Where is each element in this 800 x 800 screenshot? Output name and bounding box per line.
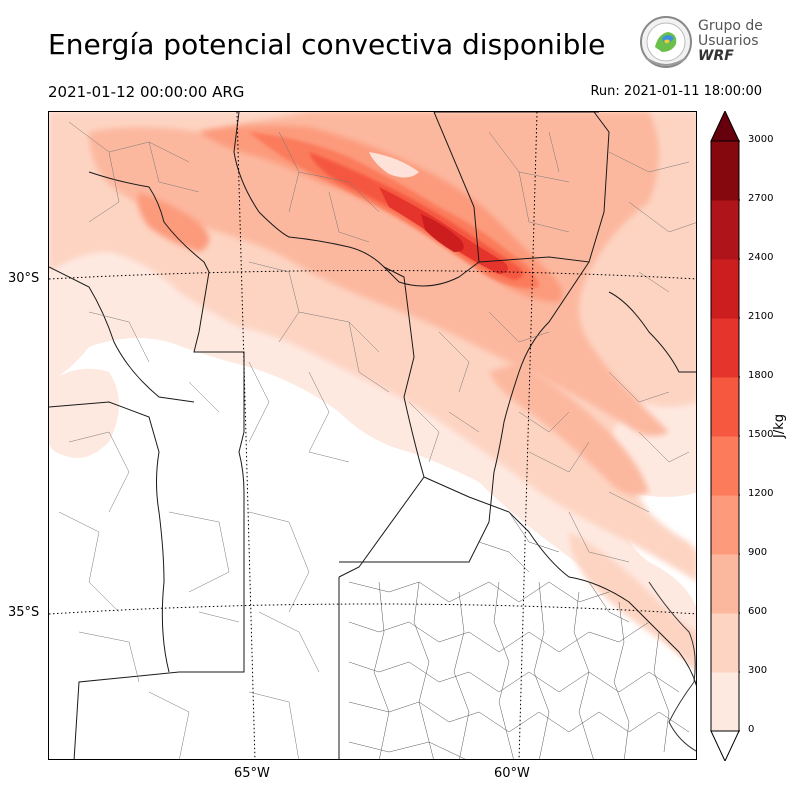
colorbar-tick-label: 0 — [748, 724, 755, 735]
colorbar-bin-4 — [711, 436, 739, 496]
meridian-60w — [518, 112, 538, 759]
meridian-65w — [236, 112, 256, 759]
colorbar-bin-1 — [711, 613, 739, 673]
cape-level-2 — [89, 112, 669, 436]
logo-text-line1: Grupo de — [698, 18, 763, 34]
colorbar-bin-8 — [711, 200, 739, 260]
colorbar-bin-0 — [711, 672, 739, 732]
logo-emblem-icon — [640, 16, 692, 68]
colorbar-tick-label: 2700 — [748, 193, 774, 204]
grupo-usuarios-wrf-logo: Grupo de Usuarios WRF — [638, 14, 788, 74]
colorbar — [710, 109, 740, 765]
colorbar-tick-label: 1500 — [748, 429, 774, 440]
parallel-35s — [49, 603, 696, 615]
colorbar-bin-3 — [711, 495, 739, 555]
logo-text-line2: Usuarios — [698, 33, 759, 49]
cape-map — [48, 111, 697, 760]
cape-level-2b — [489, 362, 649, 496]
coastline — [648, 581, 696, 752]
colorbar-tick-label: 1200 — [748, 488, 774, 499]
cape-level-1-coast — [569, 532, 696, 670]
lat-label-30s: 30°S — [8, 271, 40, 286]
cape-level-0b — [49, 368, 119, 458]
cape-level-3b — [137, 192, 209, 252]
province-borders — [49, 112, 696, 759]
colorbar-tick-label: 1800 — [748, 370, 774, 381]
colorbar-tick-label: 300 — [748, 665, 768, 676]
colorbar-unit-label: J/kg — [772, 414, 787, 438]
colorbar-tick-label: 600 — [748, 606, 768, 617]
cape-white-gap — [369, 152, 419, 178]
colorbar-bin-6 — [711, 318, 739, 378]
department-borders — [58, 121, 696, 759]
colorbar-tick-label: 2400 — [748, 252, 774, 263]
colorbar-tick-label: 2100 — [748, 311, 774, 322]
colorbar-extend-min — [710, 730, 740, 763]
colorbar-bin-2 — [711, 554, 739, 614]
colorbar-extend-max — [710, 109, 740, 142]
colorbar-tick-label: 900 — [748, 547, 768, 558]
cape-level-7 — [421, 214, 464, 252]
map-title: Energía potencial convectiva disponible — [48, 28, 606, 61]
lat-label-35s: 35°S — [8, 605, 40, 620]
valid-time: 2021-01-12 00:00:00 ARG — [48, 83, 245, 101]
colorbar-bin-9 — [711, 141, 739, 201]
lon-label-65w: 65°W — [234, 766, 270, 781]
logo-text-wrf: WRF — [698, 48, 734, 64]
cape-field — [49, 112, 696, 671]
graticule — [49, 112, 696, 759]
lon-label-60w: 60°W — [494, 766, 530, 781]
map-canvas — [49, 112, 696, 759]
colorbar-bin-7 — [711, 259, 739, 319]
run-time: Run: 2021-01-11 18:00:00 — [590, 84, 762, 99]
colorbar-tick-label: 3000 — [748, 134, 774, 145]
colorbar-graphic — [710, 109, 740, 763]
colorbar-bin-5 — [711, 377, 739, 437]
buenos-aires-partidos — [348, 511, 690, 759]
parallel-30s — [49, 270, 696, 280]
